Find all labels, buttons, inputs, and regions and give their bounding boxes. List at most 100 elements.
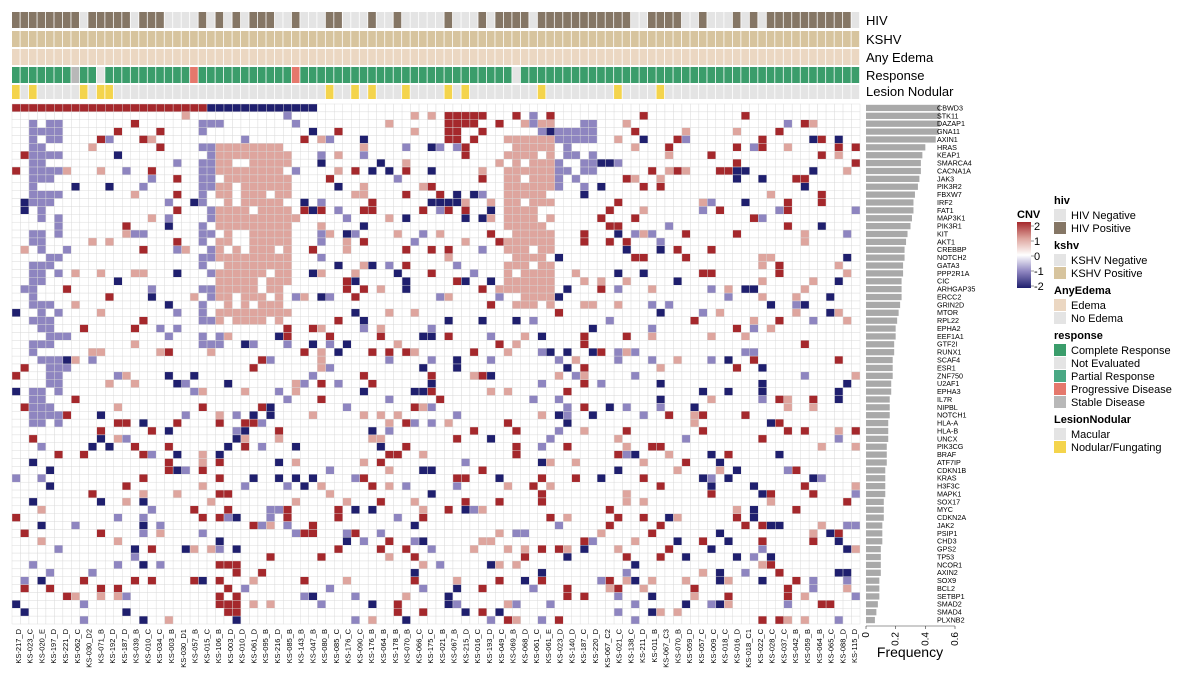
annotation-cell-hiv <box>240 12 249 28</box>
heatmap-cell <box>783 363 793 373</box>
annotation-cell-nodular <box>130 85 139 99</box>
heatmap-cell <box>749 103 759 113</box>
heatmap-cell <box>435 198 445 207</box>
annotation-cell-nodular <box>563 85 571 99</box>
heatmap-cell <box>96 387 106 396</box>
heatmap-cell <box>249 324 259 333</box>
heatmap-cell <box>775 119 784 128</box>
heatmap-cell <box>283 300 293 310</box>
heatmap-cell <box>495 206 505 215</box>
heatmap-cell <box>630 198 640 207</box>
heatmap-cell <box>155 182 165 191</box>
heatmap-cell <box>486 182 496 191</box>
heatmap-cell <box>198 308 208 317</box>
heatmap-cell <box>673 253 683 262</box>
heatmap-cell <box>749 182 759 191</box>
heatmap-cell <box>758 214 767 223</box>
annotation-cell-response <box>334 67 342 83</box>
heatmap-cell <box>206 442 216 451</box>
heatmap-cell <box>54 206 64 215</box>
heatmap-cell <box>96 253 106 262</box>
heatmap-cell <box>707 300 717 310</box>
heatmap-cell <box>206 418 216 428</box>
heatmap-cell <box>342 182 352 191</box>
heatmap-cell <box>130 127 140 136</box>
heatmap-cell <box>317 340 326 349</box>
annotation-cell-nodular <box>291 85 300 99</box>
heatmap-cell <box>317 135 326 144</box>
heatmap-cell <box>249 253 259 262</box>
heatmap-cell <box>96 371 106 380</box>
heatmap-cell <box>613 198 623 207</box>
heatmap-cell <box>512 182 522 191</box>
heatmap-cell <box>707 245 717 254</box>
annotation-cell-response <box>385 67 393 83</box>
heatmap-cell <box>444 253 454 262</box>
heatmap-cell <box>715 158 725 168</box>
heatmap-cell <box>775 355 784 365</box>
heatmap-cell <box>741 103 750 113</box>
heatmap-cell <box>537 292 547 302</box>
heatmap-cell <box>707 135 717 144</box>
heatmap-cell <box>45 371 55 380</box>
heatmap-cell <box>622 426 632 436</box>
heatmap-cell <box>71 300 81 310</box>
heatmap-cell <box>189 387 199 396</box>
heatmap-cell <box>588 371 598 380</box>
heatmap-cell <box>622 348 632 357</box>
heatmap-cell <box>851 285 861 294</box>
heatmap-cell <box>172 111 182 120</box>
heatmap-cell <box>817 308 827 317</box>
heatmap-cell <box>249 182 259 191</box>
heatmap-cell <box>300 190 310 199</box>
heatmap-cell <box>444 229 454 239</box>
annotation-cell-kshv <box>851 31 860 47</box>
heatmap-cell <box>401 340 411 349</box>
annotation-cell-nodular <box>554 85 563 99</box>
heatmap-cell <box>317 292 326 302</box>
heatmap-cell <box>401 332 411 341</box>
heatmap-cell <box>274 332 284 341</box>
heatmap-cell <box>198 269 208 278</box>
heatmap-cell <box>512 277 522 286</box>
heatmap-cell <box>130 426 140 436</box>
heatmap-cell <box>164 324 174 333</box>
heatmap-cell <box>766 308 776 317</box>
heatmap-cell <box>266 135 276 144</box>
heatmap-cell <box>28 103 38 113</box>
heatmap-cell <box>452 300 462 310</box>
heatmap-cell <box>223 182 233 191</box>
heatmap-cell <box>96 174 106 183</box>
heatmap-cell <box>715 135 725 144</box>
heatmap-cell <box>11 158 21 168</box>
heatmap-cell <box>427 332 437 341</box>
heatmap-cell <box>138 143 148 152</box>
heatmap-cell <box>605 300 615 310</box>
heatmap-cell <box>384 300 394 310</box>
heatmap-cell <box>791 127 801 136</box>
heatmap-cell <box>130 229 140 239</box>
heatmap-cell <box>817 190 827 199</box>
heatmap-cell <box>758 103 767 113</box>
heatmap-cell <box>189 198 199 207</box>
heatmap-cell <box>138 363 148 373</box>
heatmap-cell <box>367 403 377 412</box>
heatmap-cell <box>656 371 666 380</box>
annotation-cell-hiv <box>62 12 71 28</box>
heatmap-cell <box>189 229 199 239</box>
heatmap-cell <box>37 300 47 310</box>
heatmap-cell <box>410 135 420 144</box>
heatmap-cell <box>749 269 759 278</box>
heatmap-cell <box>664 300 674 310</box>
heatmap-cell <box>825 111 835 120</box>
heatmap-cell <box>410 348 420 357</box>
heatmap-cell <box>410 269 420 278</box>
heatmap-cell <box>11 411 21 420</box>
heatmap-cell <box>410 379 420 388</box>
annotation-cell-edema <box>681 49 690 65</box>
heatmap-cell <box>486 300 496 310</box>
heatmap-cell <box>351 442 360 451</box>
heatmap-cell <box>71 308 81 317</box>
heatmap-cell <box>554 229 564 239</box>
heatmap-cell <box>622 411 632 420</box>
